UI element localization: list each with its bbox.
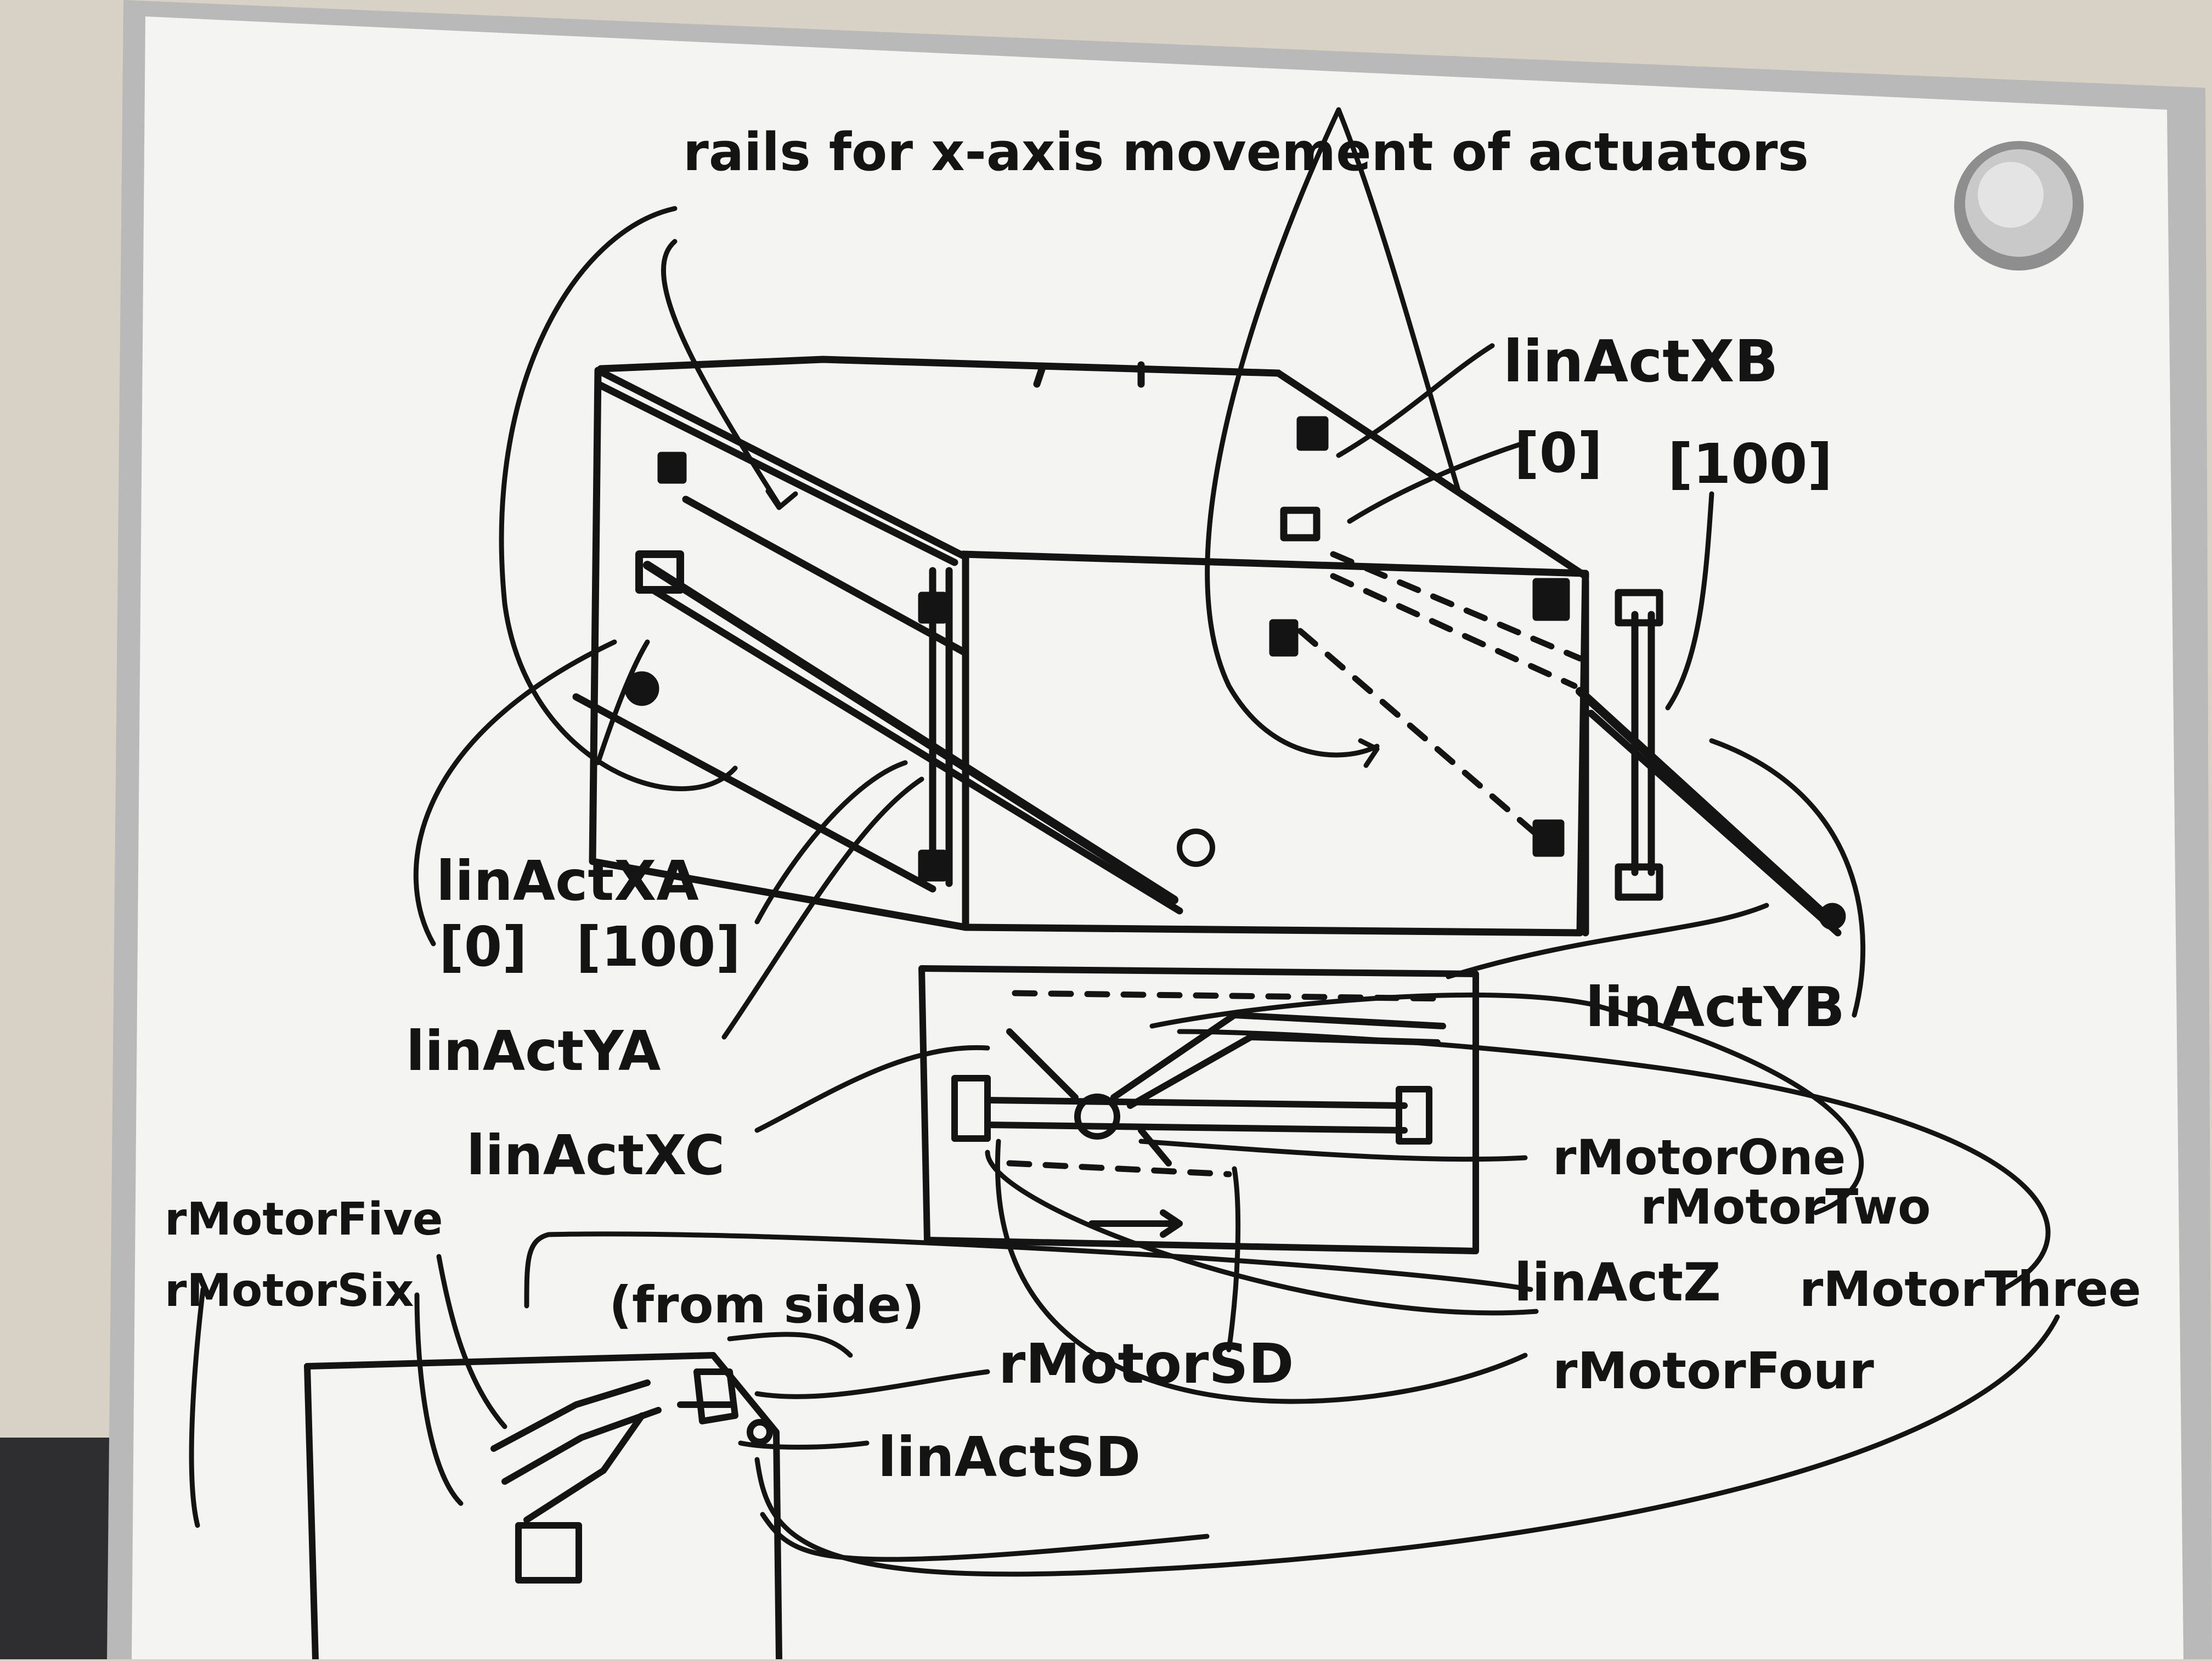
rmotorfive-label: rMotorFive bbox=[165, 1193, 443, 1246]
leader-lines bbox=[189, 107, 2060, 1577]
linactya-label: linActYA bbox=[406, 1019, 661, 1083]
linactxc-label: linActXC bbox=[466, 1123, 725, 1187]
linactsd-label: linActSD bbox=[878, 1425, 1141, 1489]
rmotorone-label: rMotorOne bbox=[1553, 1129, 1846, 1186]
from-side-label: (from side) bbox=[609, 1276, 924, 1334]
dark-corner bbox=[0, 1438, 121, 1659]
linactz-label: linActZ bbox=[1514, 1253, 1721, 1313]
xb-zero-label: [0] bbox=[1514, 421, 1602, 485]
xb-hundred-label: [100] bbox=[1668, 432, 1832, 496]
rmotorsd-label: rMotorSD bbox=[998, 1332, 1294, 1396]
rmotorsix-label: rMotorSix bbox=[165, 1265, 414, 1317]
magnet-icon bbox=[1954, 141, 2084, 271]
rails-label: rails for x-axis movement of actuators bbox=[683, 122, 1809, 183]
xa-zero-label: [0] bbox=[439, 915, 527, 979]
board-surface bbox=[132, 16, 2183, 1659]
rmotorthree-label: rMotorThree bbox=[1799, 1261, 2141, 1317]
frame-sketch bbox=[572, 356, 1846, 937]
rmotorfour-label: rMotorFour bbox=[1553, 1342, 1875, 1400]
linactxa-label: linActXA bbox=[436, 849, 699, 913]
rmotortwo-label: rMotorTwo bbox=[1640, 1179, 1931, 1235]
labels-group: rails for x-axis movement of actuators l… bbox=[165, 122, 2141, 1489]
side-view-box bbox=[304, 1352, 782, 1662]
linactxb-label: linActXB bbox=[1503, 328, 1778, 395]
xa-hundred-label: [100] bbox=[576, 915, 741, 979]
linactyb-label: linActYB bbox=[1585, 975, 1845, 1039]
